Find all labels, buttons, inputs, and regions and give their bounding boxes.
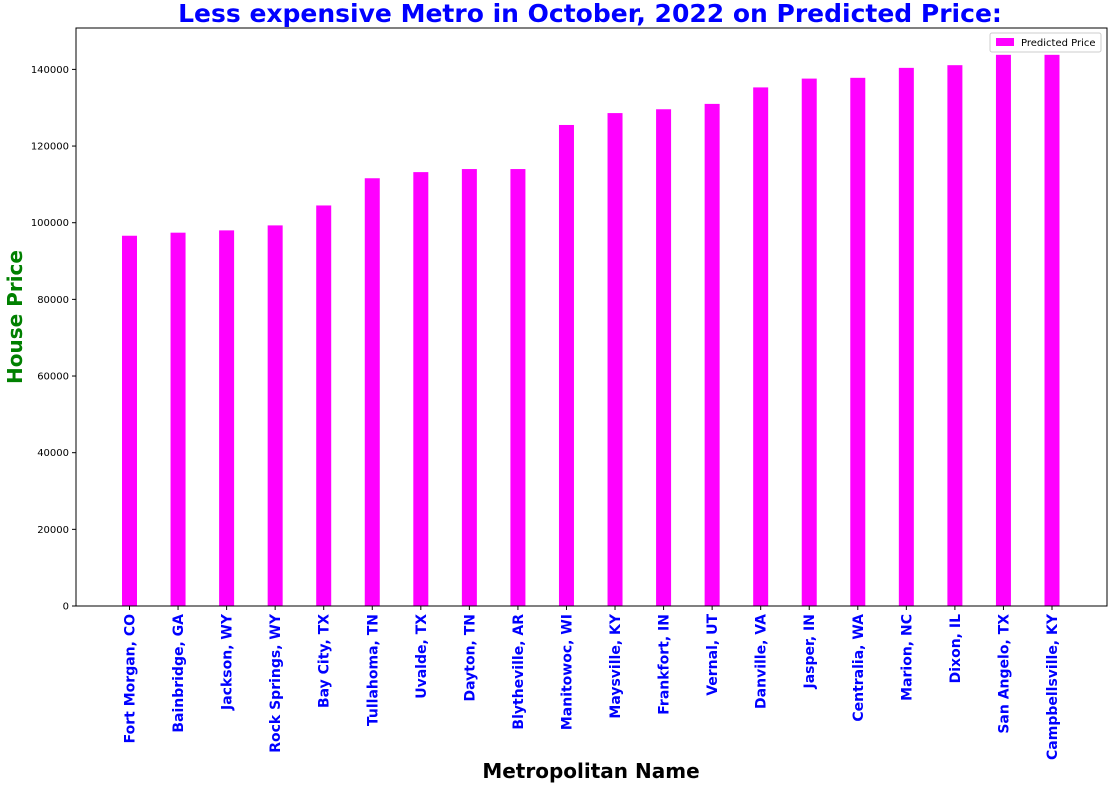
- plot-area: 0 20000 40000 60000 80000 100000 120000 140000 F…: [31, 54, 1061, 760]
- x-tick-label: Marion, NC: [899, 614, 915, 701]
- y-tick-label: 20000: [37, 525, 69, 536]
- x-tick-label: Dixon, IL: [948, 614, 964, 683]
- y-tick-label: 40000: [37, 448, 69, 459]
- x-tick-label: Campbellsville, KY: [1045, 613, 1061, 760]
- legend-label: Predicted Price: [1021, 38, 1096, 49]
- legend: Predicted Price: [989, 32, 1102, 53]
- bar: [510, 169, 526, 606]
- y-tick-label: 100000: [31, 218, 69, 229]
- x-tick-label: Bainbridge, GA: [171, 614, 187, 733]
- y-tick-label: 80000: [37, 295, 69, 306]
- y-tick-label: 140000: [31, 65, 69, 76]
- bar: [1044, 54, 1060, 606]
- bar: [656, 109, 672, 606]
- x-tick-label: Fort Morgan, CO: [123, 614, 139, 743]
- legend-box: [989, 32, 1102, 53]
- bar: [753, 87, 769, 607]
- bar: [995, 54, 1011, 606]
- bar: [947, 65, 963, 606]
- bar: [704, 103, 720, 607]
- x-tick-label: Rock Springs, WY: [268, 613, 284, 753]
- x-tick-label: Blytheville, AR: [511, 614, 527, 730]
- x-tick-label: Frankfort, IN: [657, 614, 673, 715]
- x-axis-label: Metropolitan Name: [482, 759, 699, 783]
- bar: [607, 113, 623, 607]
- bar: [364, 178, 380, 607]
- plot-frame: [75, 27, 1108, 607]
- y-tick-label: 0: [63, 602, 69, 613]
- bar: [267, 225, 283, 606]
- bar: [850, 77, 866, 607]
- x-tick-label: Tullahoma, TN: [365, 614, 381, 726]
- x-tick-label: Vernal, UT: [705, 614, 721, 696]
- y-tick-label: 60000: [37, 372, 69, 383]
- bar: [461, 169, 477, 606]
- legend-swatch: [996, 38, 1014, 46]
- x-tick-label: Dayton, TN: [462, 614, 478, 702]
- y-tick-label: 120000: [31, 142, 69, 153]
- chart-title: Less expensive Metro in October, 2022 on…: [178, 0, 1002, 28]
- x-tick-label: Danville, VA: [754, 614, 770, 709]
- bar: [316, 205, 332, 606]
- bar: [801, 78, 817, 606]
- bar: [219, 230, 235, 607]
- x-tick-label: Uvalde, TX: [414, 614, 430, 699]
- x-tick-label: Maysville, KY: [608, 613, 624, 718]
- x-tick-label: San Angelo, TX: [996, 614, 1012, 734]
- x-tick-label: Bay City, TX: [317, 614, 333, 708]
- bar: [122, 235, 137, 606]
- x-tick-label: Jackson, WY: [220, 613, 236, 711]
- x-tick-label: Manitowoc, WI: [559, 614, 575, 730]
- bar: [898, 67, 914, 607]
- x-tick-label: Centralia, WA: [851, 614, 867, 722]
- x-tick-label: Jasper, IN: [802, 614, 818, 689]
- bar: [413, 172, 429, 607]
- y-axis-label: House Price: [3, 250, 27, 384]
- bar: [170, 232, 186, 606]
- bar: [558, 124, 574, 607]
